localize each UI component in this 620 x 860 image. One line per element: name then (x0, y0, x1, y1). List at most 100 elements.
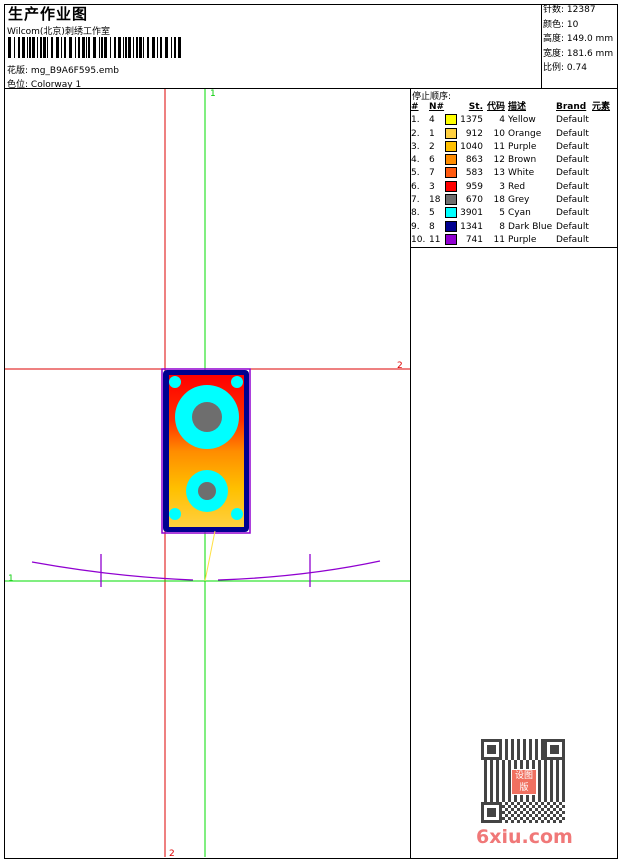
row-description: Dark Blue (508, 221, 553, 232)
row-brand: Default (556, 155, 589, 166)
color-swatch (445, 180, 457, 192)
col-stitches: St. (468, 102, 483, 112)
row-needle: 7 (429, 168, 435, 179)
stop-row: 4. 6 863 12 Brown Default (411, 154, 616, 167)
guide-label-right: 2 (397, 361, 403, 371)
info-height: 高度: 149.0 mm (543, 34, 614, 44)
colorway-value: Colorway 1 (30, 80, 82, 90)
design-canvas: 1 1 2 2 (5, 89, 410, 857)
info-block: 针数: 12387 颜色: 10 高度: 149.0 mm 宽度: 181.6 … (543, 3, 613, 76)
row-code: 11 (493, 234, 505, 245)
stop-sequence-table: # N# St. 代码 描述 Brand 元素 1. 4 1375 4 Yell… (411, 101, 616, 247)
guide-label-bottom: 2 (169, 849, 175, 857)
row-stitches: 959 (465, 181, 483, 192)
row-description: Red (508, 181, 526, 192)
row-code: 13 (493, 168, 505, 179)
row-brand: Default (556, 221, 589, 232)
row-brand: Default (556, 234, 589, 245)
row-brand: Default (556, 128, 589, 139)
row-needle: 3 (429, 181, 435, 192)
guide-label-top: 1 (210, 89, 216, 99)
row-stitches: 863 (465, 155, 483, 166)
row-stitches: 741 (465, 234, 483, 245)
row-stitches: 670 (465, 195, 483, 206)
row-brand: Default (556, 195, 589, 206)
row-stitches: 912 (465, 128, 483, 139)
row-needle: 5 (429, 208, 435, 219)
row-code: 11 (493, 141, 505, 152)
stop-row: 5. 7 583 13 White Default (411, 167, 616, 180)
row-code: 3 (499, 181, 505, 192)
col-element: 元素 (592, 102, 611, 112)
row-index: 3. (411, 141, 420, 152)
color-swatch (445, 207, 457, 219)
stop-row: 6. 3 959 3 Red Default (411, 180, 616, 194)
row-description: Grey (508, 195, 530, 206)
row-brand: Default (556, 181, 589, 192)
color-swatch (445, 140, 457, 152)
row-code: 12 (493, 155, 505, 166)
stop-row: 3. 2 1040 11 Purple Default (411, 140, 616, 154)
row-stitches: 583 (465, 168, 483, 179)
row-code: 5 (499, 208, 505, 219)
row-needle: 1 (429, 128, 435, 139)
info-colors: 颜色: 10 (543, 19, 579, 30)
row-description: Cyan (508, 208, 531, 219)
row-index: 9. (411, 221, 420, 232)
barcode (8, 37, 181, 58)
row-index: 1. (411, 115, 420, 126)
watermark-logo: 6xiu.com (476, 826, 573, 848)
stop-row: 9. 8 1341 8 Dark Blue Default (411, 220, 616, 234)
row-brand: Default (556, 168, 589, 179)
design-file: mg_B9A6F595.emb (30, 66, 119, 76)
row-needle: 8 (429, 221, 435, 232)
guide-label-left: 1 (8, 574, 14, 584)
colorway-label: 色位: (7, 80, 29, 90)
company-name: Wilcom(北京)刺绣工作室 (7, 27, 110, 37)
info-scale: 比例: 0.74 (543, 63, 587, 73)
row-index: 5. (411, 168, 420, 179)
row-description: Orange (508, 128, 542, 139)
stop-row: 2. 1 912 10 Orange Default (411, 127, 616, 141)
row-needle: 11 (429, 234, 441, 245)
row-index: 6. (411, 181, 420, 192)
design-label: 花版: (7, 66, 29, 76)
stop-sequence-title: 停止顺序: (412, 92, 452, 102)
color-swatch (445, 194, 457, 206)
row-stitches: 1375 (460, 115, 483, 126)
row-description: Purple (508, 141, 537, 152)
row-description: Yellow (508, 115, 536, 126)
sheet-frame (4, 4, 618, 859)
color-swatch (445, 233, 457, 245)
panel-divider (410, 88, 411, 858)
row-brand: Default (556, 141, 589, 152)
col-needle: N# (429, 102, 445, 112)
row-description: Purple (508, 234, 537, 245)
col-description: 描述 (508, 102, 527, 112)
row-needle: 6 (429, 155, 435, 166)
table-divider (410, 247, 617, 248)
row-index: 10. (411, 234, 426, 245)
info-stitches: 针数: 12387 (543, 5, 596, 15)
row-code: 10 (493, 128, 505, 139)
row-code: 18 (493, 195, 505, 206)
col-index: # (411, 102, 419, 112)
col-brand: Brand (556, 102, 587, 112)
stop-row: 10. 11 741 11 Purple Default (411, 233, 616, 247)
purple-arcs (31, 554, 381, 587)
row-stitches: 1341 (460, 221, 483, 232)
seal-stamp: 设图版 (511, 769, 537, 795)
row-needle: 2 (429, 141, 435, 152)
row-description: Brown (508, 155, 537, 166)
colorway-row: 色位: Colorway 1 (7, 77, 81, 90)
stop-row: 8. 5 3901 5 Cyan Default (411, 207, 616, 220)
stop-row: 7. 18 670 18 Grey Default (411, 194, 616, 207)
row-code: 8 (499, 221, 505, 232)
col-code: 代码 (486, 102, 505, 112)
page-title: 生产作业图 (8, 5, 89, 23)
row-stitches: 1040 (460, 141, 483, 152)
row-description: White (508, 168, 535, 179)
header-divider (4, 88, 617, 89)
info-width: 宽度: 181.6 mm (543, 48, 614, 59)
info-divider (541, 4, 542, 88)
